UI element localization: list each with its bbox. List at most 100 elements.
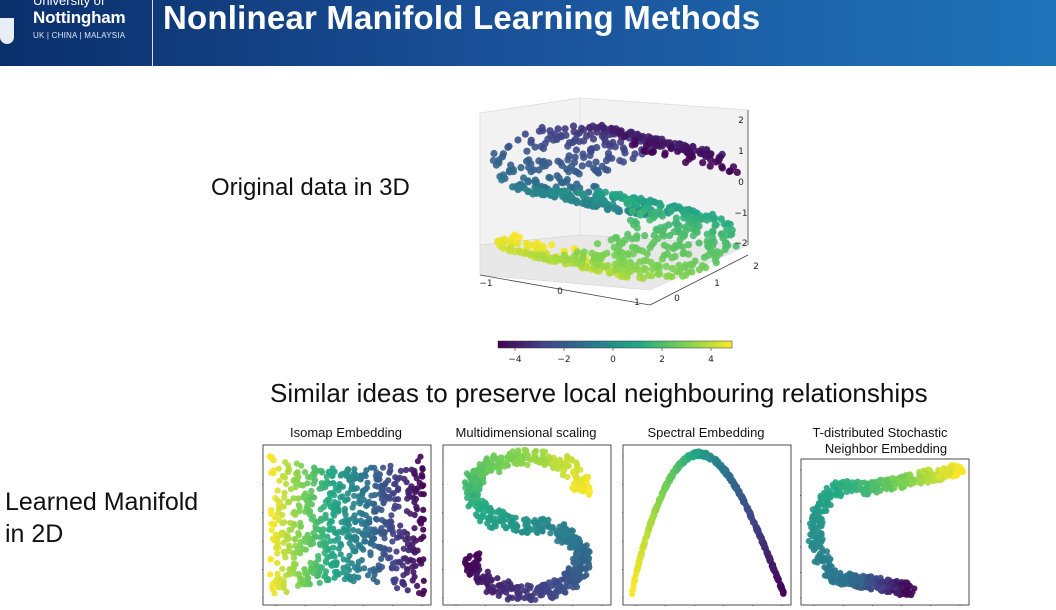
embedding-point (276, 505, 283, 512)
embedding-point (342, 511, 349, 519)
plot3d-point (573, 197, 581, 205)
embedding-point (310, 529, 317, 537)
embedding-point (404, 587, 411, 594)
embedding-point (324, 547, 331, 554)
embedding-point (570, 469, 577, 476)
embedding-point (389, 560, 396, 567)
embedding-point (474, 491, 481, 498)
embedding-point (496, 582, 503, 589)
embedding-point (411, 525, 418, 532)
embedding-point (387, 462, 394, 469)
embedding-point (420, 506, 427, 513)
embedding-point (494, 575, 501, 582)
embedding-point (815, 514, 822, 521)
embedding-point (286, 498, 293, 506)
embedding-point (849, 581, 856, 588)
embedding-point (311, 467, 318, 475)
embedding-point (290, 510, 297, 517)
embedding-point (753, 525, 759, 532)
embedding-point (461, 479, 469, 486)
embedding-point (327, 553, 334, 560)
embedding-point (281, 550, 288, 557)
plot3d-point (557, 189, 565, 197)
embedding-point (728, 476, 735, 483)
embedding-point (418, 515, 425, 522)
embedding-point (655, 496, 662, 503)
embedding-point (809, 513, 816, 520)
original-data-label: Original data in 3D (211, 174, 410, 201)
embedding-point (572, 483, 579, 490)
embedding-point (524, 451, 531, 459)
embedding-point (403, 466, 410, 474)
embedding-point (356, 498, 363, 505)
embedding-point (336, 528, 343, 535)
embedding-point (282, 459, 289, 466)
embedding-point (295, 582, 302, 589)
embedding-point (359, 489, 366, 497)
embedding-point (910, 477, 917, 484)
embedding-point (474, 513, 481, 520)
plot3d-point (546, 174, 554, 182)
embedding-point (287, 486, 294, 493)
s3d-xticks-label: 1 (634, 298, 640, 308)
similar-ideas-caption: Similar ideas to preserve local neighbou… (270, 378, 928, 408)
slide-header: University of Nottingham UK | CHINA | MA… (0, 0, 1056, 66)
embedding-point (304, 480, 311, 487)
embedding-point (330, 560, 338, 567)
embedding-point (953, 464, 960, 471)
embedding-point (473, 572, 480, 579)
embedding-point (514, 591, 521, 598)
embedding-point (367, 464, 375, 471)
embedding-point (523, 529, 531, 536)
embedding-point (295, 502, 302, 509)
embedding-point (420, 587, 428, 594)
plot3d-point (531, 178, 539, 186)
embedding-point (741, 499, 748, 506)
embedding-point (511, 526, 518, 533)
plot3d-point (680, 214, 688, 222)
embedding-point (644, 529, 651, 536)
embedding-point (483, 507, 490, 514)
embedding-point (420, 577, 427, 584)
embedding-point (395, 485, 402, 492)
embedding-point (579, 554, 586, 561)
embedding-point (417, 453, 424, 460)
plot3d-point (524, 178, 532, 186)
s3d-yticks-label: 2 (753, 262, 759, 272)
embedding-point (825, 553, 832, 560)
plot3d-point (703, 237, 711, 245)
plot3d-point (499, 150, 507, 158)
plot3d-point (628, 131, 636, 139)
embedding-point (410, 557, 417, 564)
embedding-point (638, 552, 645, 559)
s3d-xticks-label: 0 (557, 287, 563, 297)
embedding-point (513, 461, 520, 468)
plot3d-point (662, 262, 670, 270)
embedding-point (884, 482, 891, 489)
colorbar-tick-label: 0 (610, 355, 616, 365)
embedding-point (761, 542, 768, 549)
embedding-point (302, 538, 309, 545)
embedding-point (577, 542, 584, 549)
embedding-point (585, 561, 593, 568)
embedding-point (489, 589, 496, 596)
embedding-point (290, 495, 297, 502)
crest-icon (0, 18, 14, 44)
embedding-point (648, 517, 655, 524)
embedding-point (821, 572, 828, 579)
embedding-point (553, 527, 560, 534)
embedding-point (550, 465, 557, 472)
plot3d-point (613, 204, 621, 212)
plot3d-point (703, 230, 711, 238)
embedding-point (400, 545, 407, 552)
embedding-point (328, 518, 335, 525)
embedding-point (348, 560, 355, 567)
embedding-point (722, 466, 729, 473)
plot3d-point (689, 142, 697, 151)
embedding-point (292, 479, 299, 487)
embedding-point (318, 564, 325, 571)
embedding-point (297, 550, 304, 557)
plot3d-point (553, 172, 561, 180)
embedding-point (383, 521, 390, 528)
embedding-point (351, 492, 358, 499)
